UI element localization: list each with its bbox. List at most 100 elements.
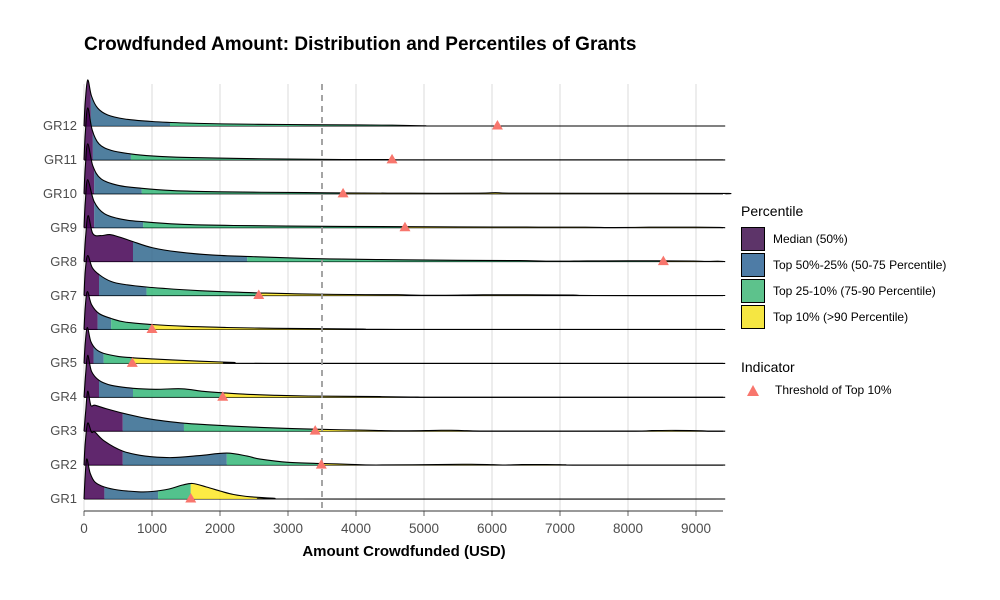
y-axis-label-gr7: GR7 [50,287,77,303]
y-axis-label-gr12: GR12 [43,118,77,133]
density-outline [83,458,726,500]
y-axis-label-gr4: GR4 [50,389,77,405]
ridge-fill-segment [84,422,123,466]
ridge-fill-segment [190,483,726,500]
density-outline [83,422,726,466]
ridge-gr2 [83,422,726,466]
legend-item-75-90: Top 25-10% (75-90 Percentile) [741,279,996,303]
y-axis-label-gr10: GR10 [43,185,77,201]
ridge-fill-segment [93,346,104,364]
ridge-gr1 [83,458,726,500]
ridge-fill-segment [84,215,133,262]
swatch-median-icon [741,227,765,251]
ridge-fill-segment [84,391,123,432]
density-outline [83,215,726,263]
swatch-top10-icon [741,305,765,329]
ridge-fill-segment [152,324,726,330]
top10-threshold-marker [126,357,138,367]
top10-threshold-marker [657,255,669,266]
ridge-fill-segment [84,355,99,398]
density-outline [83,179,726,229]
y-axis-label-gr9: GR9 [50,219,77,235]
legend-item-threshold: Threshold of Top 10% [741,383,996,397]
legend-title-indicator: Indicator [741,359,795,375]
y-axis-label-gr11: GR11 [44,151,77,167]
density-outline [83,143,732,195]
ridge-fill-segment [84,107,93,160]
ridge-gr6 [83,290,726,331]
x-axis-tick-label: 0 [80,521,88,536]
top10-threshold-marker [337,187,349,198]
ridge-fill-segment [132,241,248,262]
legend-title-percentile: Percentile [741,203,804,219]
triangle-up-icon [747,384,759,396]
top10-threshold-marker [491,120,503,130]
ridge-fill-segment [141,188,344,194]
x-axis-tick-label: 4000 [340,521,372,536]
top10-threshold-marker [185,492,197,503]
x-axis-tick-label: 1000 [136,521,168,536]
ridge-fill-segment [94,169,142,194]
y-axis-label-gr5: GR5 [50,355,77,371]
x-axis-tick-label: 2000 [204,521,236,536]
legend-label: Top 25-10% (75-90 Percentile) [773,284,936,298]
top10-threshold-marker [146,323,158,333]
y-axis-label-gr3: GR3 [50,423,77,439]
ridge-fill-segment [94,201,144,228]
density-outline [83,79,726,127]
ridge-gr10 [83,143,732,195]
x-axis-tick-label: 6000 [476,521,508,536]
top10-threshold-marker [217,391,229,401]
ridge-gr4 [83,354,726,398]
y-axis-label-gr1: GR1 [50,490,77,506]
legend-item-median: Median (50%) [741,227,996,251]
legend-item-50-75: Top 50%-25% (50-75 Percentile) [741,253,996,277]
x-axis-tick-label: 7000 [544,521,576,536]
legend-label: Median (50%) [773,232,848,246]
top10-threshold-marker [386,153,398,164]
ridge-gr11 [83,107,726,161]
swatch-75-90-icon [741,279,765,303]
top10-threshold-marker [253,289,265,300]
ridge-fill-segment [132,388,223,398]
top10-threshold-marker [315,459,327,469]
chart-title: Crowdfunded Amount: Distribution and Per… [84,34,637,55]
ridge-fill-segment [222,392,726,398]
ridge-fill-segment [497,125,726,127]
x-axis-tick-label: 3000 [272,521,304,536]
ridge-fill-segment [111,318,152,330]
legend-label: Threshold of Top 10% [775,383,892,397]
ridge-fill-segment [404,226,726,228]
ridge-fill-segment [247,256,664,262]
ridge-fill-segment [92,131,131,160]
x-axis-tick-label: 5000 [408,521,440,536]
y-axis-label-gr2: GR2 [50,457,77,473]
density-outline [83,354,726,398]
density-outline [83,107,726,161]
ridge-fill-segment [343,192,726,194]
ridge-gr12 [83,79,726,127]
ridge-fill-segment [103,353,133,364]
ridge-fill-segment [122,413,184,432]
ridge-fill-segment [132,357,726,364]
ridge-fill-segment [122,451,227,466]
ridge-fill-segment [84,79,91,126]
x-axis-title: Amount Crowdfunded (USD) [302,543,506,560]
density-outline [83,254,726,297]
y-axis-label-gr8: GR8 [50,253,77,269]
x-axis-tick-label: 9000 [680,521,712,536]
legend-label: Top 10% (>90 Percentile) [773,310,909,324]
ridge-gr3 [83,390,726,432]
ridge-fill-segment [130,153,393,160]
ridge-fill-segment [84,327,94,364]
ridge-fill-segment [158,483,191,499]
y-axis-label-gr6: GR6 [50,321,77,337]
ridge-fill-segment [226,453,322,466]
ridge-fill-segment [170,122,498,126]
ridge-fill-segment [90,93,171,126]
ridge-fill-segment [97,312,112,330]
swatch-50-75-icon [741,253,765,277]
legend-label: Top 50%-25% (50-75 Percentile) [773,258,947,272]
